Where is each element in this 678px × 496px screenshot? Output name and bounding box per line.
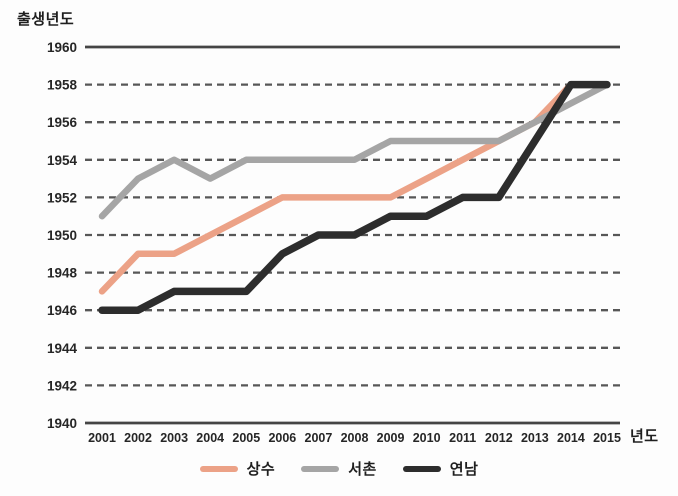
- legend-label: 연남: [449, 461, 479, 478]
- x-tick-label-2004: 2004: [196, 431, 224, 445]
- legend-item-2: 연남: [402, 458, 479, 479]
- y-tick-label-1940: 1940: [47, 416, 77, 431]
- y-tick-label-1950: 1950: [47, 228, 77, 243]
- y-axis-title: 출생년도: [17, 11, 75, 28]
- y-tick-label-1952: 1952: [47, 190, 77, 205]
- x-tick-label-2007: 2007: [305, 431, 333, 445]
- legend-item-1: 서촌: [301, 458, 377, 479]
- x-tick-label-2015: 2015: [593, 431, 621, 445]
- x-tick-label-2010: 2010: [413, 431, 441, 445]
- series-line-2: [98, 80, 611, 314]
- x-tick-label-2006: 2006: [268, 431, 296, 445]
- x-tick-label-2011: 2011: [449, 431, 476, 445]
- y-tick-label-1960: 1960: [47, 40, 77, 55]
- y-tick-label-1954: 1954: [47, 153, 78, 168]
- x-tick-label-2001: 2001: [88, 431, 116, 445]
- y-tick-label-1958: 1958: [47, 78, 78, 93]
- x-tick-label-2009: 2009: [377, 431, 405, 445]
- chart-legend: 상수 서촌 연남: [0, 458, 678, 479]
- y-tick-label-1948: 1948: [47, 266, 78, 281]
- legend-label: 서촌: [348, 461, 377, 478]
- x-tick-label-2002: 2002: [124, 431, 152, 445]
- chart-canvas: 1960 1958 1956 1954 1952 1950 1948 1946 1944 1942…: [47, 40, 621, 445]
- x-tick-label-2012: 2012: [485, 431, 513, 445]
- legend-swatch-icon: [301, 465, 340, 472]
- y-tick-label-1956: 1956: [47, 115, 78, 130]
- legend-label: 상수: [246, 461, 276, 478]
- y-tick-label-1944: 1944: [47, 341, 78, 356]
- x-tick-label-2013: 2013: [521, 431, 549, 445]
- x-axis-title: 년도: [630, 428, 659, 445]
- legend-swatch-icon: [402, 465, 441, 472]
- y-tick-label-1942: 1942: [47, 378, 77, 393]
- legend-item-0: 상수: [199, 458, 276, 479]
- y-tick-label-1946: 1946: [47, 303, 78, 318]
- series-line-0: [98, 81, 611, 295]
- x-tick-label-2008: 2008: [341, 431, 369, 445]
- series-line-1: [98, 81, 611, 220]
- x-tick-label-2003: 2003: [160, 431, 188, 445]
- x-tick-label-2014: 2014: [557, 431, 585, 445]
- legend-swatch-icon: [199, 465, 238, 472]
- x-tick-label-2005: 2005: [232, 431, 260, 445]
